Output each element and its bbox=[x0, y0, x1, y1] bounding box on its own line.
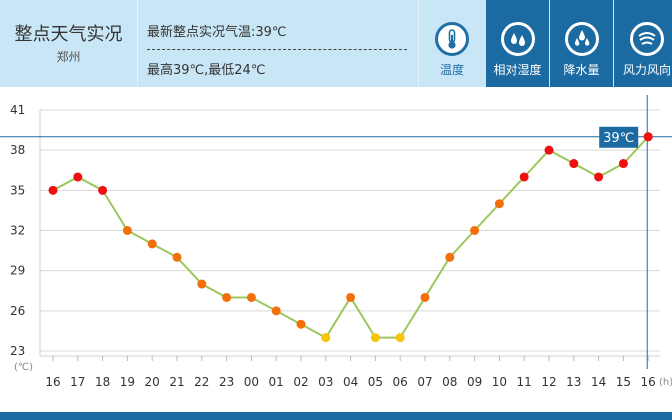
humidity-icon bbox=[500, 22, 535, 56]
y-axis-labels: 41 38 35 32 29 26 23 (℃) bbox=[10, 103, 33, 373]
x-unit-label: (h) bbox=[659, 377, 672, 388]
x-tick-label: 13 bbox=[566, 375, 581, 389]
tab-label: 相对湿度 bbox=[493, 63, 542, 77]
y-tick-label: 32 bbox=[10, 224, 25, 238]
y-tick-label: 38 bbox=[10, 143, 25, 157]
y-tick-label: 35 bbox=[10, 183, 25, 197]
current-value-label: 39℃ bbox=[603, 131, 634, 146]
city-name: 郑州 bbox=[56, 50, 81, 64]
title-box: 整点天气实况 郑州 bbox=[0, 0, 138, 87]
tab-label: 温度 bbox=[439, 63, 464, 77]
data-point[interactable] bbox=[122, 226, 132, 235]
data-point[interactable] bbox=[445, 252, 455, 262]
temperature-points bbox=[48, 132, 653, 343]
data-point[interactable] bbox=[73, 172, 83, 182]
info-box: 最新整点实况气温:39℃ 最高39℃,最低24℃ bbox=[138, 0, 419, 87]
data-point[interactable] bbox=[197, 279, 207, 289]
x-tick-label: 01 bbox=[269, 375, 284, 389]
tab-temperature[interactable]: 温度 bbox=[419, 0, 485, 87]
tab-precipitation[interactable]: 降水量 bbox=[550, 0, 613, 87]
x-tick-label: 04 bbox=[343, 375, 358, 389]
page-title: 整点天气实况 bbox=[14, 24, 123, 45]
x-tick-label: 05 bbox=[368, 375, 383, 389]
data-point[interactable] bbox=[346, 292, 356, 302]
data-point[interactable] bbox=[395, 333, 405, 343]
x-tick-label: 14 bbox=[591, 375, 606, 389]
data-point[interactable] bbox=[296, 319, 306, 329]
current-crosshair: 39℃ bbox=[0, 95, 672, 369]
x-tick-label: 19 bbox=[120, 375, 135, 389]
temp-range-text: 最高39℃,最低24℃ bbox=[147, 63, 266, 78]
data-point[interactable] bbox=[618, 159, 628, 169]
data-point[interactable] bbox=[48, 185, 58, 195]
x-tick-label: 15 bbox=[616, 375, 631, 389]
y-tick-label: 23 bbox=[10, 344, 25, 358]
data-point[interactable] bbox=[147, 239, 157, 249]
data-point[interactable] bbox=[519, 172, 529, 182]
grid-lines bbox=[39, 109, 660, 357]
tab-label: 降水量 bbox=[563, 63, 600, 77]
x-axis-labels: (h)16 17 18 19 20 21 22 23 00 01 02 03 04 05 06 07 08 09 1… bbox=[45, 356, 672, 389]
x-tick-label: 12 bbox=[541, 375, 556, 389]
current-value-badge bbox=[599, 126, 639, 148]
data-point[interactable] bbox=[172, 252, 182, 262]
data-point[interactable] bbox=[370, 333, 380, 343]
latest-temp-text: 最新整点实况气温:39℃ bbox=[147, 25, 287, 40]
x-tick-label: 21 bbox=[169, 375, 184, 389]
x-tick-label: 08 bbox=[442, 375, 457, 389]
data-point[interactable] bbox=[569, 159, 579, 169]
x-tick-label: 06 bbox=[393, 375, 408, 389]
tab-wind[interactable]: 风力风向 bbox=[614, 0, 672, 87]
rain-icon bbox=[564, 22, 599, 56]
data-point[interactable] bbox=[494, 199, 504, 209]
tab-humidity[interactable]: 相对湿度 bbox=[486, 0, 549, 87]
data-point[interactable] bbox=[321, 333, 331, 343]
x-tick-label: 20 bbox=[145, 375, 160, 389]
data-point[interactable] bbox=[544, 145, 554, 155]
temperature-line bbox=[52, 136, 649, 339]
thermometer-icon bbox=[435, 22, 469, 56]
dashed-divider bbox=[147, 49, 407, 50]
y-unit-label: (℃) bbox=[14, 362, 33, 373]
wind-icon bbox=[630, 22, 664, 56]
x-tick-label: 18 bbox=[95, 375, 110, 389]
x-tick-label: 11 bbox=[517, 375, 532, 389]
y-tick-label: 29 bbox=[10, 264, 25, 278]
data-point[interactable] bbox=[271, 306, 281, 316]
x-tick-label: 10 bbox=[492, 375, 507, 389]
data-point[interactable] bbox=[470, 226, 480, 235]
tab-label: 风力风向 bbox=[622, 63, 671, 77]
data-point[interactable] bbox=[420, 292, 430, 302]
x-tick-label: 16 bbox=[641, 375, 656, 389]
x-tick-label: 16 bbox=[45, 375, 60, 389]
x-tick-label: 22 bbox=[194, 375, 209, 389]
current-point[interactable] bbox=[643, 132, 653, 142]
data-point[interactable] bbox=[246, 292, 256, 302]
header-bar: 整点天气实况 郑州 最新整点实况气温:39℃ 最高39℃,最低24℃ 温度 相对… bbox=[0, 0, 672, 87]
x-tick-label: 23 bbox=[219, 375, 234, 389]
y-tick-label: 26 bbox=[10, 304, 25, 318]
x-tick-label: 03 bbox=[318, 375, 333, 389]
x-tick-label: 02 bbox=[293, 375, 308, 389]
data-point[interactable] bbox=[594, 172, 604, 182]
x-tick-label: 07 bbox=[417, 375, 432, 389]
y-tick-label: 41 bbox=[10, 103, 25, 117]
data-point[interactable] bbox=[222, 292, 232, 302]
x-tick-label: 09 bbox=[467, 375, 482, 389]
x-tick-label: 17 bbox=[70, 375, 85, 389]
x-tick-label: 00 bbox=[244, 375, 259, 389]
data-point[interactable] bbox=[98, 185, 108, 195]
bottom-bar bbox=[0, 412, 672, 420]
